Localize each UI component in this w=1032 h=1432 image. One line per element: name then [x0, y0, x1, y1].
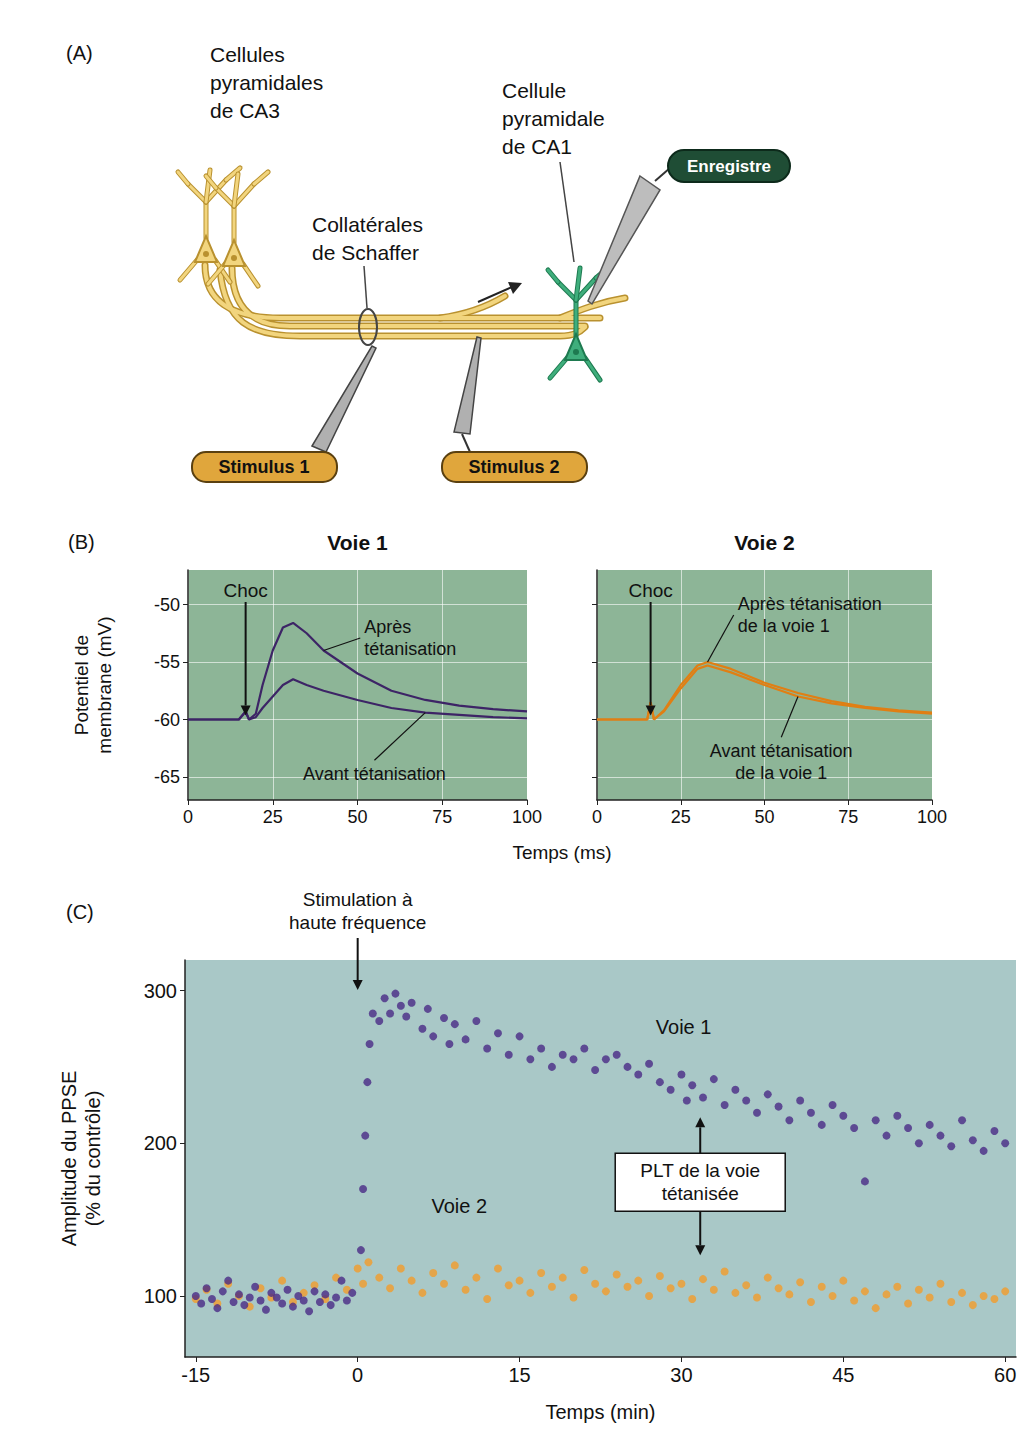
svg-text:tétanisée: tétanisée [662, 1183, 739, 1204]
svg-text:-50: -50 [154, 595, 180, 615]
svg-text:membrane (mV): membrane (mV) [94, 616, 115, 753]
svg-text:Après: Après [364, 617, 411, 637]
svg-text:0: 0 [592, 807, 602, 827]
svg-text:Potentiel de: Potentiel de [71, 635, 92, 735]
svg-text:100: 100 [512, 807, 542, 827]
svg-text:(% du contrôle): (% du contrôle) [82, 1091, 104, 1227]
svg-text:Après tétanisation: Après tétanisation [738, 594, 882, 614]
svg-text:-55: -55 [154, 652, 180, 672]
svg-text:tétanisation: tétanisation [364, 639, 456, 659]
svg-text:50: 50 [347, 807, 367, 827]
svg-text:Stimulation à: Stimulation à [303, 889, 413, 910]
svg-text:75: 75 [432, 807, 452, 827]
svg-text:60: 60 [994, 1364, 1016, 1386]
svg-text:Enregistre: Enregistre [687, 157, 771, 176]
svg-text:Choc: Choc [223, 580, 267, 601]
svg-text:Stimulus 2: Stimulus 2 [468, 457, 559, 477]
svg-text:-60: -60 [154, 710, 180, 730]
svg-text:0: 0 [352, 1364, 363, 1386]
svg-text:pyramidale: pyramidale [502, 107, 605, 130]
svg-text:Choc: Choc [628, 580, 672, 601]
svg-text:Amplitude du PPSE: Amplitude du PPSE [58, 1071, 80, 1247]
svg-text:Cellule: Cellule [502, 79, 566, 102]
svg-text:de CA1: de CA1 [502, 135, 572, 158]
svg-text:15: 15 [508, 1364, 530, 1386]
svg-text:de la voie 1: de la voie 1 [735, 763, 827, 783]
svg-text:pyramidales: pyramidales [210, 71, 323, 94]
svg-text:Collatérales: Collatérales [312, 213, 423, 236]
svg-text:-15: -15 [181, 1364, 210, 1386]
svg-text:Voie 2: Voie 2 [431, 1195, 487, 1217]
svg-text:Temps (min): Temps (min) [545, 1401, 655, 1423]
svg-text:de CA3: de CA3 [210, 99, 280, 122]
svg-text:PLT de la voie: PLT de la voie [640, 1160, 760, 1181]
svg-text:Avant tétanisation: Avant tétanisation [710, 741, 853, 761]
svg-text:Temps (ms): Temps (ms) [512, 842, 611, 863]
svg-text:Avant tétanisation: Avant tétanisation [303, 764, 446, 784]
svg-text:-65: -65 [154, 767, 180, 787]
svg-text:50: 50 [754, 807, 774, 827]
svg-text:45: 45 [832, 1364, 854, 1386]
svg-text:(B): (B) [68, 531, 95, 553]
svg-text:25: 25 [263, 807, 283, 827]
svg-text:30: 30 [670, 1364, 692, 1386]
svg-text:Voie 1: Voie 1 [327, 531, 388, 554]
svg-text:Stimulus 1: Stimulus 1 [218, 457, 309, 477]
svg-text:300: 300 [144, 980, 177, 1002]
svg-text:(C): (C) [66, 901, 94, 923]
svg-text:100: 100 [144, 1285, 177, 1307]
svg-text:Voie 2: Voie 2 [734, 531, 794, 554]
svg-text:200: 200 [144, 1132, 177, 1154]
svg-text:Voie 1: Voie 1 [656, 1016, 712, 1038]
svg-text:de Schaffer: de Schaffer [312, 241, 419, 264]
svg-text:de la voie 1: de la voie 1 [738, 616, 830, 636]
svg-text:100: 100 [917, 807, 947, 827]
svg-text:0: 0 [183, 807, 193, 827]
svg-text:Cellules: Cellules [210, 43, 285, 66]
svg-text:haute fréquence: haute fréquence [289, 912, 426, 933]
svg-text:(A): (A) [66, 42, 93, 64]
svg-text:25: 25 [671, 807, 691, 827]
svg-text:75: 75 [838, 807, 858, 827]
